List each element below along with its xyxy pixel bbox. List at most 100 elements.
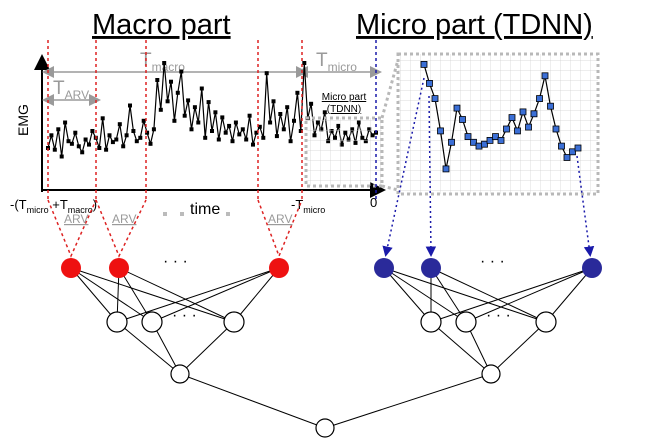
micro-zoom-panel (396, 52, 600, 196)
zoom-guide-bottom (381, 184, 399, 192)
macro-sample-19 (107, 133, 112, 138)
micro-window-label-line1: Micro part (322, 92, 367, 103)
micro-sample-23 (541, 72, 549, 80)
macro-sample-40 (179, 69, 184, 74)
micro-sample-27 (563, 154, 571, 161)
arv-label-3: ARV (268, 212, 292, 226)
macro-sample-76 (302, 61, 307, 65)
micro-sample-2 (426, 80, 433, 87)
macro-sample-38 (172, 118, 177, 123)
macro-sample-34 (158, 107, 163, 112)
macro-sample-69 (278, 112, 283, 116)
macro-sample-36 (165, 99, 170, 104)
macro-sample-51 (216, 137, 221, 142)
macro-sample-37 (169, 79, 173, 84)
micro-tdnn-markers (420, 61, 582, 173)
macro-sample-16 (97, 146, 102, 150)
micro-sample-3 (431, 95, 439, 102)
macro-hidden-node-2 (141, 311, 163, 333)
y-axis-label: EMG (15, 104, 31, 136)
macro-sample-41 (182, 113, 187, 118)
micro-sample-16 (503, 125, 510, 133)
time-axis-dots (163, 212, 230, 216)
micro-hidden-node-n (535, 311, 557, 333)
micro-sample-21 (530, 110, 538, 118)
macro-input-ellipsis: · · · (163, 253, 188, 270)
micro-input-node-2 (421, 258, 441, 278)
macro-sample-52 (220, 115, 225, 120)
macro-sample-8 (69, 141, 74, 146)
macro-sample-43 (189, 127, 194, 132)
macro-sample-39 (175, 90, 180, 95)
micro-sample-29 (574, 144, 582, 152)
micro-part-title: Micro part (TDNN) (356, 9, 593, 41)
macro-output-node (170, 364, 190, 384)
macro-part-title: Macro part (92, 9, 231, 41)
x-axis-label: time (190, 201, 220, 218)
micro-sample-26 (558, 142, 565, 150)
micro-sample-8 (459, 116, 466, 123)
micro-sample-12 (481, 140, 488, 148)
macro-sample-56 (233, 120, 238, 125)
micro-input-ellipsis: · · · (480, 253, 505, 270)
micro-hidden-node-1 (420, 311, 442, 333)
micro-sample-7 (453, 104, 461, 112)
macro-sample-28 (138, 135, 143, 140)
arv-window-guides (47, 40, 303, 200)
macro-sample-73 (292, 118, 296, 123)
macro-sample-35 (162, 61, 167, 65)
micro-sample-13 (486, 136, 494, 144)
macro-hidden-node-1 (106, 311, 128, 333)
micro-output-node (481, 364, 501, 384)
micro-sample-4 (437, 127, 444, 135)
macro-sample-27 (134, 139, 139, 144)
macro-sample-20 (110, 140, 115, 145)
macro-sample-13 (87, 142, 91, 147)
network-edges (70, 267, 593, 429)
macro-sample-4 (56, 127, 61, 132)
macro-sample-66 (268, 120, 273, 125)
zoom-guide-top (380, 59, 400, 119)
macro-sample-10 (76, 144, 81, 149)
macro-sample-24 (124, 133, 129, 138)
macro-sample-61 (251, 142, 255, 147)
t-micro-label: Tmicro (316, 50, 357, 74)
macro-sample-49 (210, 129, 214, 133)
macro-sample-26 (131, 129, 136, 133)
micro-sample-10 (470, 138, 477, 146)
micro-input-node-1 (374, 258, 394, 278)
macro-sample-33 (155, 78, 160, 82)
micro-sample-24 (547, 102, 554, 110)
macro-sample-75 (298, 129, 303, 133)
x-tick-right: -Tmicro (291, 197, 325, 215)
macro-sample-60 (247, 113, 252, 118)
micro-sample-1 (420, 61, 428, 68)
micro-sample-6 (448, 138, 455, 146)
macro-sample-48 (206, 100, 211, 105)
micro-sample-22 (536, 95, 543, 102)
macro-sample-63 (257, 124, 262, 129)
macro-sample-62 (254, 130, 259, 135)
macro-sample-25 (128, 103, 132, 108)
micro-sample-20 (525, 123, 532, 131)
macro-sample-57 (237, 132, 242, 137)
micro-sample-17 (508, 114, 516, 121)
macro-sample-32 (151, 127, 156, 132)
micro-sample-9 (464, 133, 472, 141)
macro-sample-14 (90, 129, 95, 133)
macro-sample-74 (295, 90, 300, 95)
macro-sample-78 (309, 101, 314, 106)
micro-input-node-n (582, 258, 602, 278)
macro-sample-9 (73, 130, 78, 135)
micro-sample-28 (569, 148, 576, 156)
macro-sample-29 (141, 118, 146, 123)
macro-hidden-ellipsis: · · · (172, 307, 197, 324)
macro-sample-65 (264, 71, 269, 76)
micro-sample-15 (497, 136, 505, 144)
macro-sample-18 (104, 147, 109, 152)
x-tick-left: -(Tmicro +Tmacro) (10, 197, 97, 215)
micro-window-box (304, 116, 384, 188)
micro-sample-18 (514, 127, 521, 135)
macro-sample-47 (203, 135, 208, 140)
